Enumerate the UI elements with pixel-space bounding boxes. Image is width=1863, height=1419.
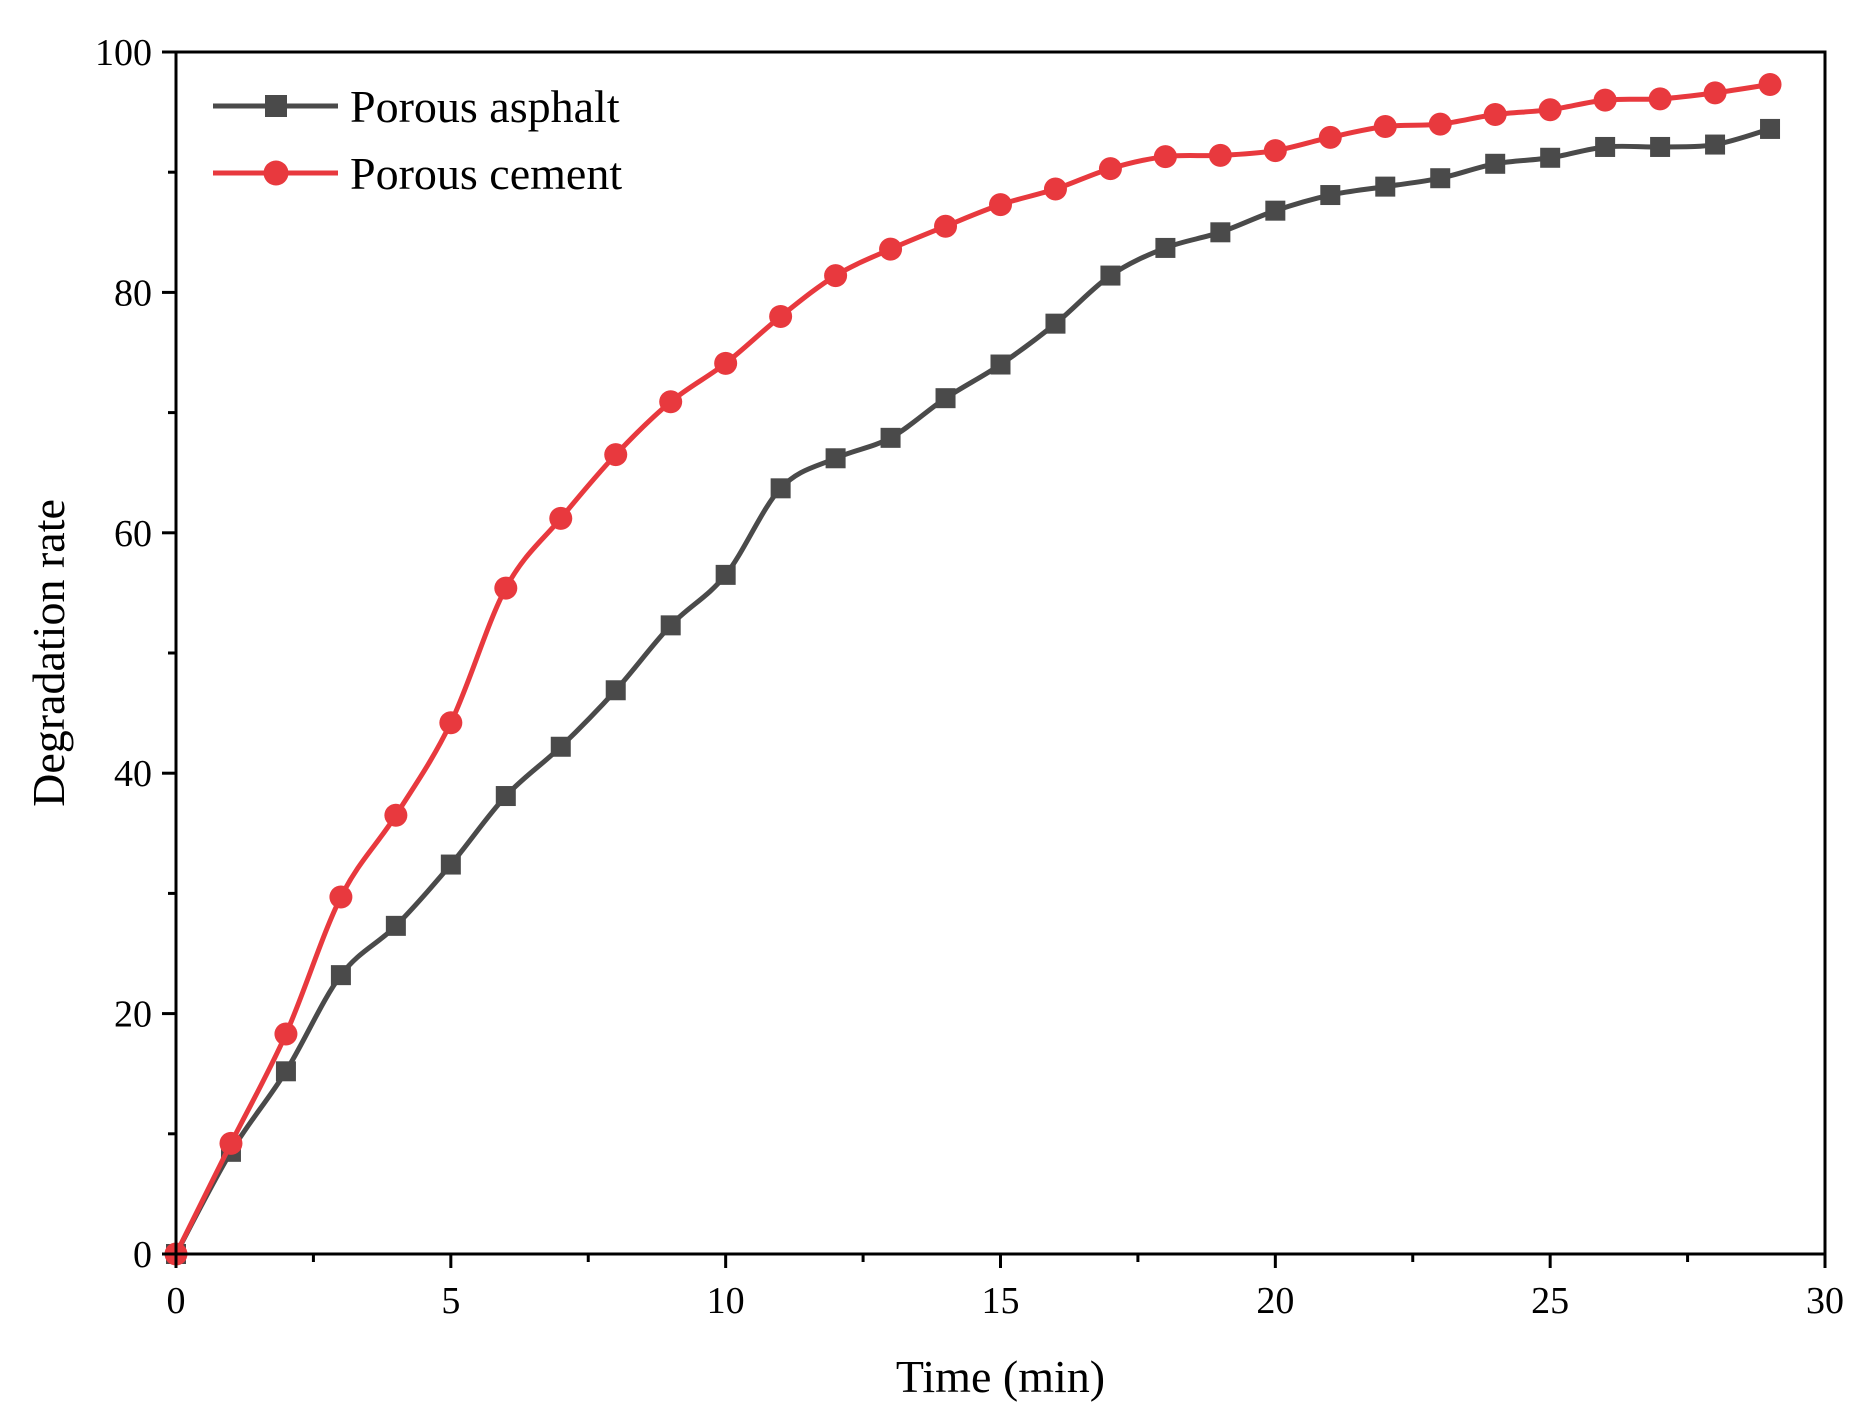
data-point-square [770, 478, 791, 499]
data-point-circle [1538, 98, 1562, 122]
y-tick-label: 80 [114, 272, 152, 314]
plot-frame [174, 50, 1827, 1256]
data-point-square [275, 1061, 296, 1082]
data-point-square [1045, 313, 1066, 334]
data-point-circle [1703, 81, 1727, 105]
x-axis-title: Time (min) [896, 1351, 1105, 1402]
data-point-circle [1758, 72, 1782, 96]
x-tick-label: 0 [167, 1280, 186, 1322]
data-point-circle [1263, 139, 1287, 163]
data-point-circle [1153, 145, 1177, 169]
legend-item-porous-asphalt: Porous asphalt [213, 81, 620, 132]
data-point-square [660, 615, 681, 636]
series-layer [164, 72, 1782, 1266]
data-point-square [1595, 136, 1616, 157]
series-line-porous-cement [173, 81, 1771, 1256]
data-point-square [1100, 265, 1121, 286]
data-point-circle [1593, 88, 1617, 112]
data-point-square [495, 786, 516, 807]
data-point-square [990, 354, 1011, 375]
data-point-circle [1648, 87, 1672, 111]
legend-marker-circle [263, 160, 289, 186]
x-tick-label: 10 [707, 1280, 745, 1322]
data-point-square [1320, 185, 1341, 206]
data-point-square [935, 388, 956, 409]
data-point-square [1375, 176, 1396, 197]
data-point-circle [769, 304, 793, 328]
y-tick-label: 100 [95, 32, 152, 74]
data-point-square [1265, 200, 1286, 221]
data-point-square [1705, 134, 1726, 155]
data-point-circle [1043, 177, 1067, 201]
data-point-circle [1428, 112, 1452, 136]
y-axis-title: Degradation rate [23, 499, 74, 807]
data-point-circle [1483, 103, 1507, 127]
y-tick-label: 0 [133, 1234, 152, 1276]
data-point-square [715, 564, 736, 585]
data-point-square [550, 736, 571, 757]
x-axis-ticks: 0 5 10 15 20 25 30 [167, 1254, 1844, 1322]
data-point-circle [274, 1022, 298, 1046]
legend-marker-square [265, 95, 287, 117]
data-point-square [825, 448, 846, 469]
data-point-square [1430, 168, 1451, 189]
y-tick-label: 40 [114, 753, 152, 795]
data-point-circle [384, 803, 408, 827]
x-tick-label: 20 [1256, 1280, 1294, 1322]
data-point-circle [714, 351, 738, 375]
data-point-square [440, 854, 461, 875]
data-point-circle [329, 885, 353, 909]
data-point-square [880, 427, 901, 448]
x-tick-label: 5 [441, 1280, 460, 1322]
x-tick-label: 25 [1531, 1280, 1569, 1322]
data-point-circle [989, 193, 1012, 217]
y-axis-ticks: 0 20 40 60 80 100 [95, 32, 176, 1276]
data-point-circle [879, 237, 903, 261]
data-point-square [330, 965, 351, 986]
y-tick-label: 20 [114, 994, 152, 1036]
data-point-circle [824, 264, 848, 288]
y-tick-label: 60 [114, 513, 152, 555]
data-point-circle [604, 443, 628, 467]
data-point-square [1155, 237, 1176, 258]
data-point-square [1540, 147, 1561, 168]
data-point-circle [439, 711, 463, 735]
data-point-square [1485, 153, 1506, 174]
series-line-porous-asphalt [173, 126, 1771, 1256]
data-point-circle [1318, 125, 1342, 149]
data-point-circle [934, 214, 958, 238]
data-point-circle [1373, 115, 1397, 139]
data-point-square [1650, 136, 1671, 157]
x-tick-label: 30 [1806, 1280, 1844, 1322]
series-porous-asphalt [166, 118, 1781, 1264]
legend-item-porous-cement: Porous cement [213, 148, 622, 199]
legend-label: Porous cement [350, 148, 622, 199]
data-point-circle [1098, 157, 1122, 181]
data-point-circle [219, 1131, 243, 1155]
data-point-circle [659, 390, 683, 414]
data-point-square [605, 680, 626, 701]
series-porous-cement [164, 72, 1782, 1266]
data-point-square [1760, 118, 1781, 139]
legend-label: Porous asphalt [350, 81, 620, 132]
data-point-circle [549, 506, 573, 530]
data-point-circle [1208, 143, 1232, 167]
data-point-square [1210, 222, 1231, 243]
data-point-square [385, 915, 406, 936]
legend: Porous asphalt Porous cement [213, 81, 622, 199]
data-point-circle [494, 576, 518, 600]
x-tick-label: 15 [982, 1280, 1020, 1322]
